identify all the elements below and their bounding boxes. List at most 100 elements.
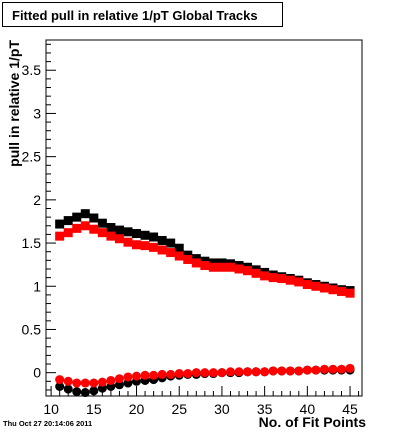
series-0-point: [123, 227, 133, 237]
series-0-point: [149, 232, 159, 242]
series-2-point: [80, 388, 90, 398]
y-tick-label: 3.5: [22, 62, 42, 78]
x-tick-label: 20: [129, 401, 145, 417]
series-1-point: [114, 234, 124, 244]
series-1-point: [251, 268, 261, 278]
series-3-point: [277, 366, 287, 376]
series-1-point: [191, 258, 201, 268]
series-1-point: [89, 224, 99, 234]
series-1-point: [208, 262, 218, 272]
series-1-point: [302, 280, 312, 290]
series-1-point: [337, 286, 347, 296]
x-tick-label: 10: [43, 401, 59, 417]
series-1-point: [63, 228, 73, 238]
series-1-point: [285, 275, 295, 285]
series-0-point: [89, 213, 99, 223]
series-1-point: [80, 221, 90, 231]
series-3-point: [97, 377, 107, 387]
series-0-point: [63, 216, 73, 226]
y-tick-label: 1: [33, 278, 41, 294]
series-1-point: [311, 281, 321, 291]
series-0-point: [97, 218, 107, 228]
series-3-point: [72, 378, 82, 388]
series-3-point: [268, 366, 278, 376]
series-3-point: [345, 363, 355, 373]
series-3-point: [311, 365, 321, 375]
x-tick-label: 30: [214, 401, 230, 417]
y-tick-label: 1.5: [22, 235, 42, 251]
series-1-point: [149, 242, 159, 252]
series-3-point: [319, 364, 329, 374]
x-tick-label: 40: [300, 401, 316, 417]
series-0-point: [157, 235, 167, 245]
series-3-point: [132, 371, 142, 381]
series-3-point: [337, 364, 347, 374]
chart-title: Fitted pull in relative 1/pT Global Trac…: [12, 8, 258, 23]
series-3-point: [191, 368, 201, 378]
x-axis-ticks: 10 15 20 25 30 35 40 45: [43, 386, 360, 417]
series-0-point: [106, 223, 116, 233]
series-1-point: [55, 231, 65, 241]
series-1-point: [234, 264, 244, 274]
timestamp: Thu Oct 27 20:14:06 2011: [3, 419, 93, 428]
series-1-point: [132, 240, 142, 250]
series-3-point: [260, 367, 270, 377]
series-1-point: [72, 223, 82, 233]
series-1-point: [260, 271, 270, 281]
series-1-point: [319, 283, 329, 293]
series-0-point: [114, 225, 124, 235]
series-3-point: [217, 368, 227, 378]
series-3-point: [243, 367, 253, 377]
series-1-point: [97, 228, 107, 238]
series-3-point: [251, 367, 261, 377]
series-3-point: [106, 375, 116, 385]
series-1-point: [225, 262, 235, 272]
series-0-point: [174, 243, 184, 253]
series-3-point: [123, 372, 133, 382]
series-3-point: [55, 375, 65, 385]
series-3-point: [234, 367, 244, 377]
series-3-point: [225, 367, 235, 377]
series-1-point: [277, 273, 287, 283]
series-3-point: [114, 374, 124, 384]
series-3-point: [63, 376, 73, 386]
series-1-point: [345, 288, 355, 298]
series-3-point: [183, 369, 193, 379]
series-1-point: [328, 285, 338, 295]
series-0-point: [140, 230, 150, 240]
series-2-point: [72, 387, 82, 397]
series-3-point: [89, 378, 99, 388]
series-0-point: [72, 212, 82, 222]
series-1-point: [200, 261, 210, 271]
series-2-point: [63, 384, 73, 394]
y-axis-label: pull in relative 1/pT: [6, 40, 22, 167]
series-0-point: [132, 229, 142, 239]
series-3-point: [157, 369, 167, 379]
y-axis-ticks: 0 0.5 1 1.5 2 2.5 3 3.5: [22, 43, 56, 391]
x-tick-label: 25: [171, 401, 187, 417]
x-tick-label: 45: [342, 401, 358, 417]
series-1-point: [166, 248, 176, 258]
series-0-point: [166, 238, 176, 248]
y-tick-label: 2: [33, 192, 41, 208]
series-1-point: [268, 273, 278, 283]
series-3-point: [208, 368, 218, 378]
data-markers: [55, 209, 355, 398]
series-3-point: [200, 368, 210, 378]
series-0-point: [80, 209, 90, 219]
series-3-point: [302, 365, 312, 375]
series-3-point: [149, 370, 159, 380]
series-1-point: [294, 277, 304, 287]
y-tick-label: 3: [33, 105, 41, 121]
series-1-point: [140, 241, 150, 251]
series-1-point: [157, 245, 167, 255]
series-3-point: [80, 378, 90, 388]
series-1-point: [106, 231, 116, 241]
series-3-point: [294, 366, 304, 376]
series-1-point: [217, 262, 227, 272]
x-tick-label: 35: [257, 401, 273, 417]
series-2-point: [55, 381, 65, 391]
series-0-point: [55, 219, 65, 229]
series-1-point: [243, 266, 253, 276]
